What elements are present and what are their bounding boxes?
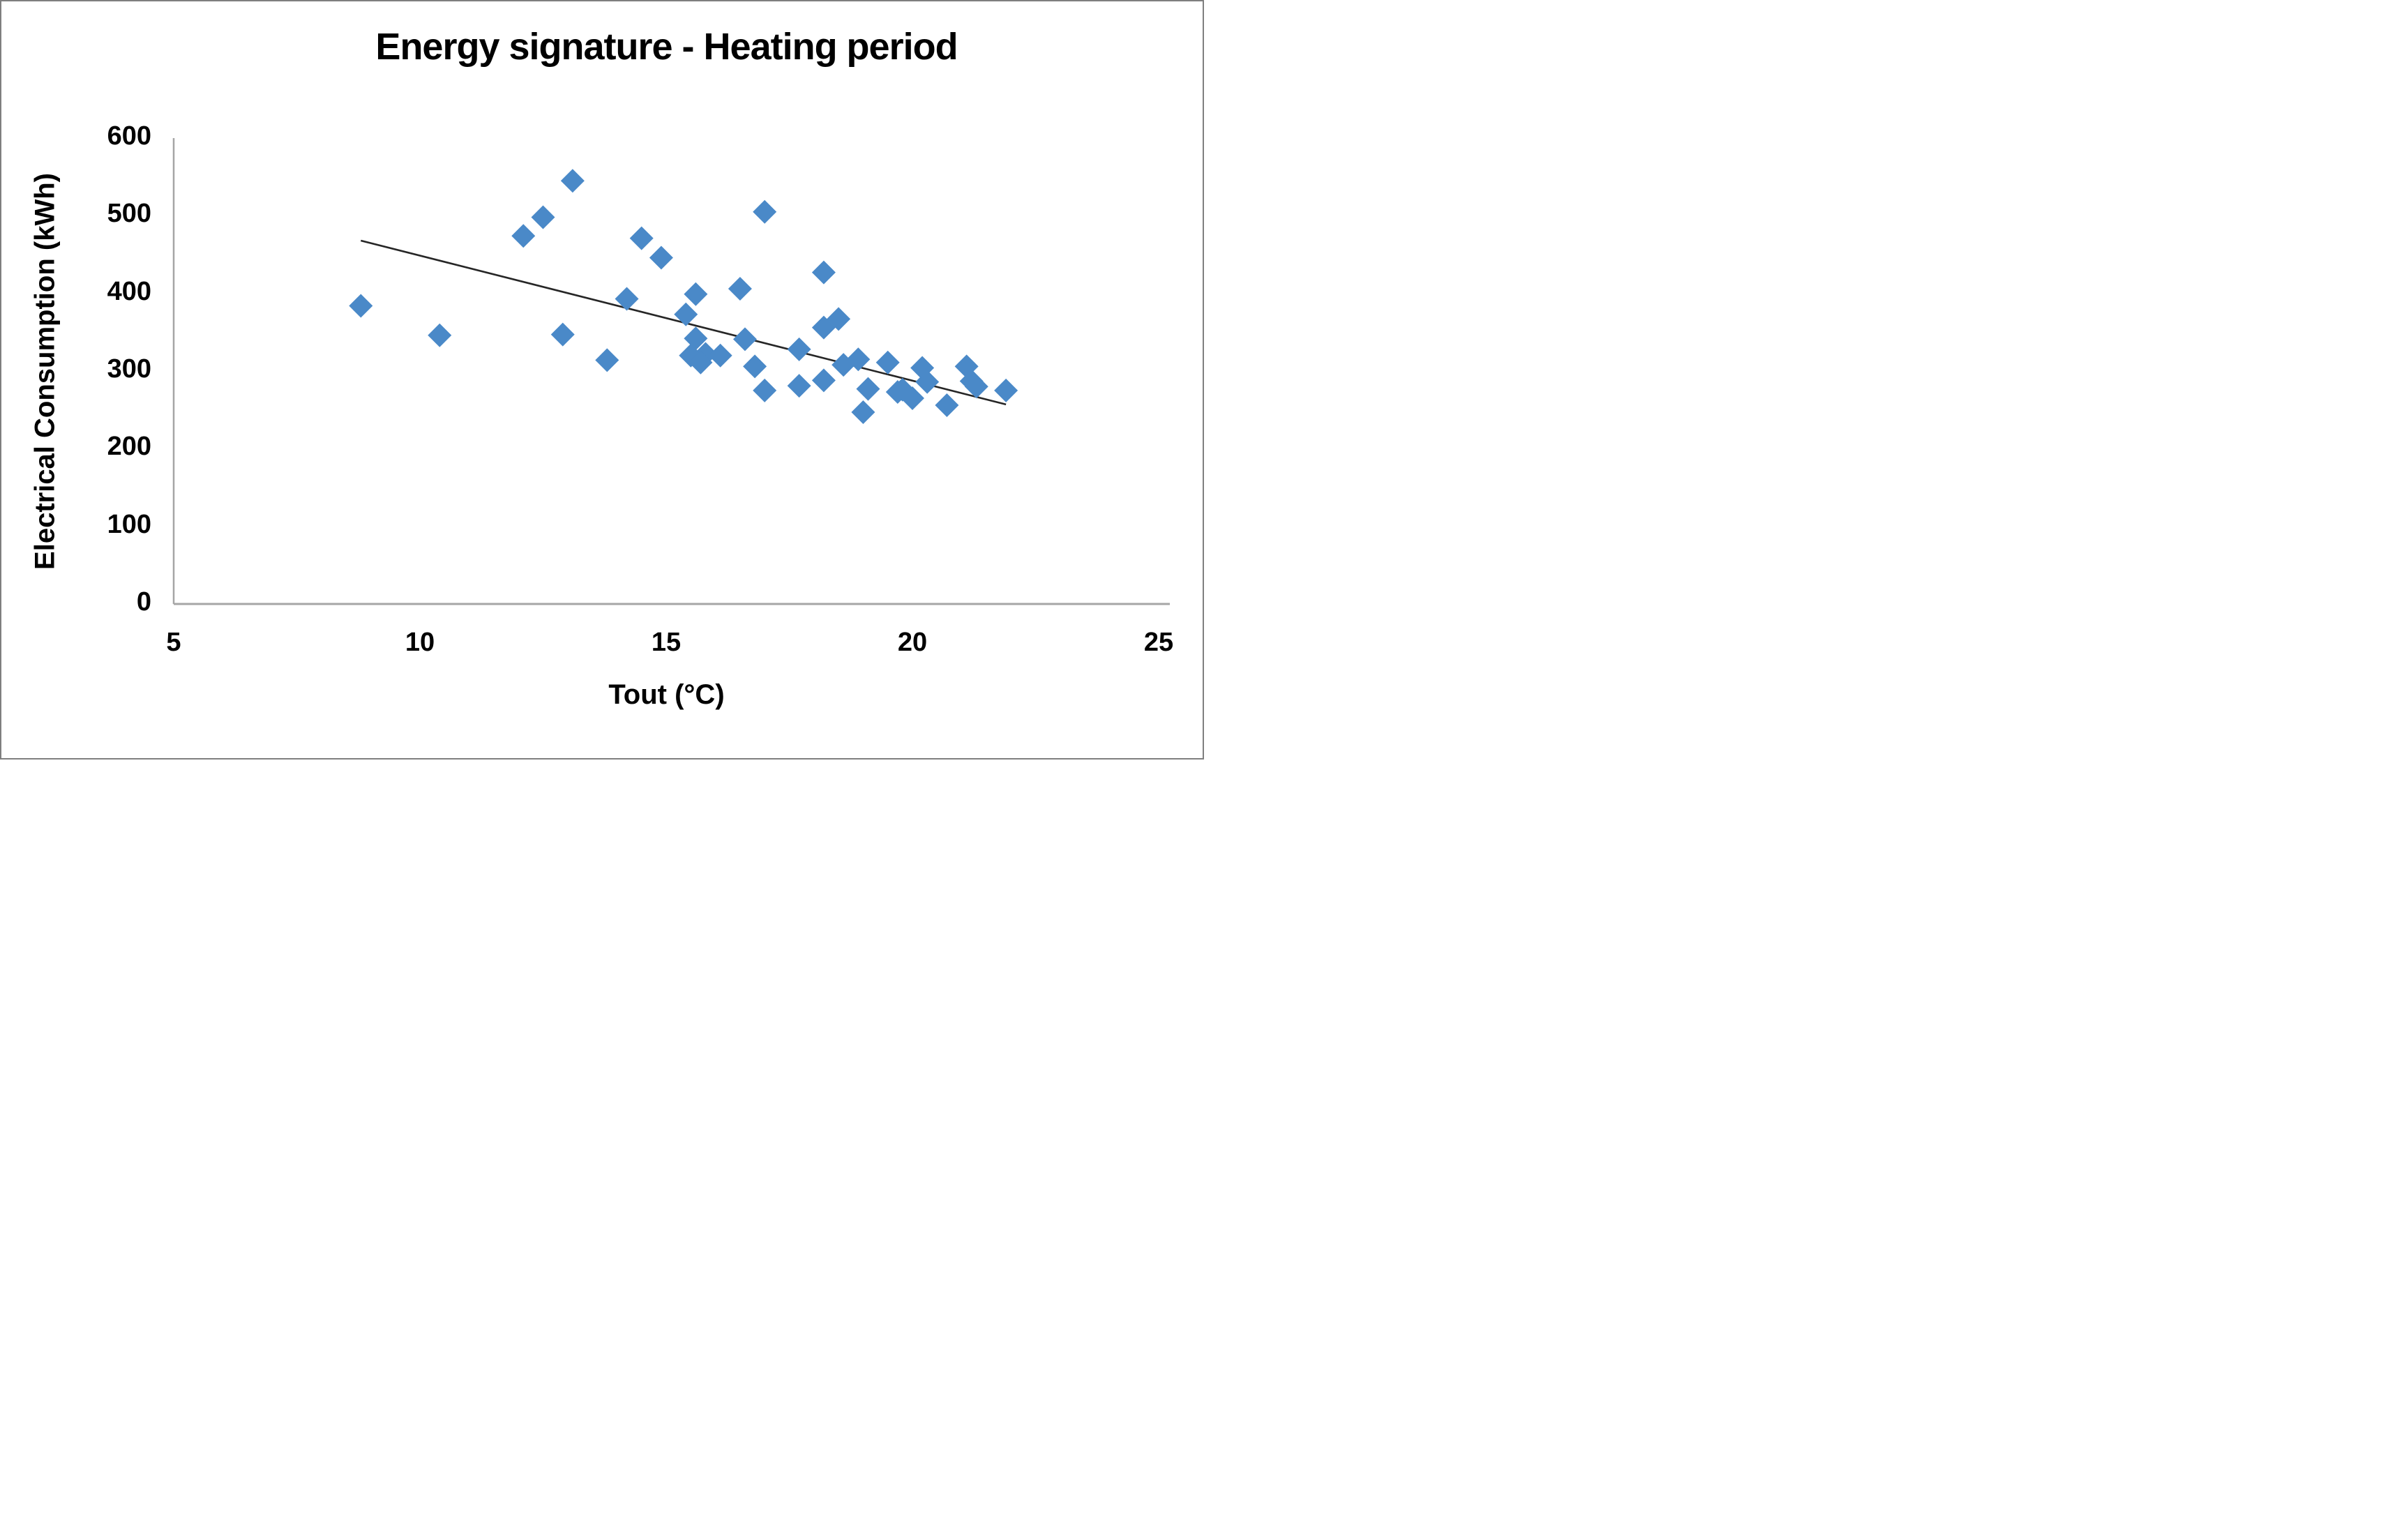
data-point bbox=[811, 368, 836, 393]
data-point bbox=[901, 386, 924, 410]
x-tick-label: 25 bbox=[1143, 628, 1174, 657]
data-point bbox=[531, 205, 555, 229]
data-point bbox=[846, 347, 871, 372]
data-point bbox=[728, 276, 752, 301]
data-point bbox=[684, 326, 708, 351]
y-tick-label: 0 bbox=[136, 587, 151, 617]
y-tick-label: 100 bbox=[107, 509, 151, 539]
data-point bbox=[629, 226, 654, 250]
data-point bbox=[349, 294, 373, 318]
x-tick-label: 5 bbox=[166, 628, 181, 657]
data-point bbox=[684, 282, 708, 306]
data-point bbox=[615, 287, 639, 311]
data-point bbox=[915, 370, 940, 394]
x-tick-label: 20 bbox=[897, 628, 928, 657]
data-point bbox=[428, 323, 452, 347]
x-tick-label: 10 bbox=[405, 628, 435, 657]
data-point bbox=[851, 400, 875, 425]
data-point bbox=[753, 378, 777, 402]
data-point bbox=[811, 260, 836, 285]
data-point bbox=[708, 343, 732, 368]
data-point bbox=[935, 393, 959, 417]
x-tick-label: 15 bbox=[651, 628, 682, 657]
chart-title: Energy signature - Heating period bbox=[375, 26, 958, 68]
data-point bbox=[732, 327, 757, 352]
y-tick-label: 600 bbox=[107, 121, 151, 151]
data-point bbox=[994, 378, 1018, 402]
data-point bbox=[856, 377, 880, 401]
data-point bbox=[595, 348, 619, 372]
data-point bbox=[550, 322, 575, 347]
chart-canvas: Energy signature - Heating period Electr… bbox=[0, 0, 1204, 760]
y-tick-label: 200 bbox=[107, 432, 151, 462]
data-point bbox=[753, 199, 777, 224]
data-point bbox=[964, 375, 988, 399]
y-tick-label: 400 bbox=[107, 276, 151, 306]
y-tick-label: 300 bbox=[107, 354, 151, 384]
data-point bbox=[827, 307, 851, 331]
x-axis-title: Tout (°C) bbox=[608, 679, 725, 710]
data-point bbox=[511, 224, 536, 248]
y-tick-label: 500 bbox=[107, 199, 151, 229]
data-point bbox=[743, 354, 767, 379]
data-point bbox=[787, 374, 811, 398]
data-point bbox=[649, 245, 673, 270]
data-point bbox=[688, 350, 713, 375]
data-point bbox=[787, 337, 811, 361]
data-point bbox=[560, 169, 585, 193]
data-point bbox=[674, 302, 698, 326]
data-point bbox=[875, 350, 900, 375]
plot-area bbox=[172, 138, 1170, 605]
